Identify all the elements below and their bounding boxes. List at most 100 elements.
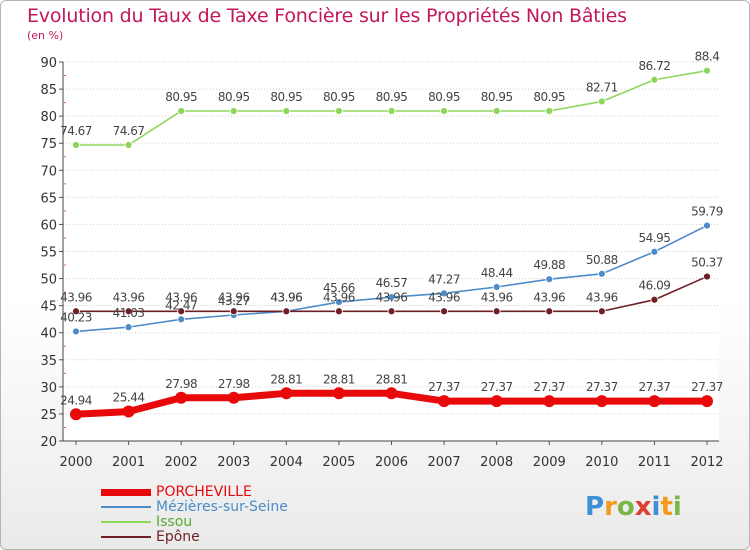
data-point xyxy=(72,307,80,316)
x-tick-label: 2002 xyxy=(165,455,198,470)
data-point xyxy=(490,395,503,408)
data-point xyxy=(703,272,711,281)
data-point xyxy=(124,141,133,149)
data-point xyxy=(122,405,135,418)
data-point xyxy=(703,221,711,230)
legend: PORCHEVILLE Mézières-sur-Seine Issou Epône xyxy=(101,484,361,545)
data-label: 80.95 xyxy=(323,90,355,104)
legend-label: Issou xyxy=(156,514,193,530)
data-point xyxy=(177,307,186,316)
legend-swatch xyxy=(101,506,151,508)
data-label: 54.95 xyxy=(638,231,670,245)
legend-label: PORCHEVILLE xyxy=(156,484,252,500)
data-point xyxy=(597,307,606,316)
legend-label: Mézières-sur-Seine xyxy=(156,499,288,515)
data-label: 42.47 xyxy=(165,298,197,312)
legend-swatch xyxy=(101,536,151,538)
data-label: 80.95 xyxy=(376,90,408,104)
data-point xyxy=(177,107,186,115)
data-label: 43.96 xyxy=(270,290,302,304)
y-tick-label: 55 xyxy=(40,246,57,261)
y-tick-label: 40 xyxy=(40,327,57,342)
y-tick-label: 50 xyxy=(40,273,57,288)
y-tick-label: 45 xyxy=(40,300,57,315)
data-label: 43.96 xyxy=(586,290,618,304)
data-point xyxy=(335,307,343,316)
y-tick-label: 65 xyxy=(40,191,57,206)
y-tick-label: 35 xyxy=(40,354,57,369)
data-label: 27.37 xyxy=(691,380,723,394)
data-label: 43.96 xyxy=(165,290,197,304)
data-point xyxy=(440,307,448,316)
data-point xyxy=(124,323,133,332)
data-point xyxy=(387,307,396,316)
data-point xyxy=(595,395,608,408)
y-axis-unit-label: (en %) xyxy=(27,29,64,42)
data-point xyxy=(650,75,659,84)
logo-letter: x xyxy=(634,492,652,522)
y-tick-label: 25 xyxy=(40,408,57,423)
chart-title: Evolution du Taux de Taxe Foncière sur l… xyxy=(27,5,627,27)
data-label: 27.37 xyxy=(428,380,460,394)
logo-letter: i xyxy=(672,492,682,522)
data-label: 46.57 xyxy=(376,276,408,290)
x-tick-label: 2008 xyxy=(480,455,513,470)
data-label: 59.79 xyxy=(691,205,723,219)
data-point xyxy=(177,315,186,324)
data-point xyxy=(70,408,82,421)
data-label: 43.96 xyxy=(428,290,460,304)
data-label: 43.96 xyxy=(533,290,565,304)
data-label: 80.95 xyxy=(481,90,513,104)
data-label: 47.27 xyxy=(428,272,460,286)
data-point xyxy=(335,298,343,306)
legend-item: PORCHEVILLE xyxy=(101,484,361,500)
data-point xyxy=(701,395,713,408)
data-point xyxy=(438,395,451,408)
data-point xyxy=(280,387,293,400)
y-tick-label: 20 xyxy=(40,435,57,450)
data-label: 28.81 xyxy=(323,372,355,386)
legend-item: Mézières-sur-Seine xyxy=(101,499,361,515)
data-point xyxy=(175,391,188,404)
data-label: 43.96 xyxy=(323,290,355,304)
data-label: 86.72 xyxy=(638,59,670,73)
x-tick-label: 2011 xyxy=(638,455,671,470)
legend-swatch xyxy=(101,521,151,523)
logo-letter: i xyxy=(651,492,661,522)
data-label: 80.95 xyxy=(165,90,197,104)
x-tick-label: 2010 xyxy=(585,455,618,470)
y-tick-label: 75 xyxy=(40,137,57,152)
data-point xyxy=(385,387,398,400)
data-point xyxy=(597,97,606,106)
y-tick-label: 90 xyxy=(40,56,57,71)
data-point xyxy=(597,269,606,278)
legend-swatch xyxy=(101,488,151,496)
data-label: 46.09 xyxy=(638,279,670,293)
data-label: 50.37 xyxy=(691,256,723,270)
y-tick-label: 60 xyxy=(40,218,57,233)
data-label: 28.81 xyxy=(270,372,302,386)
x-tick-label: 2000 xyxy=(59,455,92,470)
x-tick-label: 2012 xyxy=(690,455,723,470)
data-label: 25.44 xyxy=(113,391,145,405)
data-label: 43.96 xyxy=(218,290,250,304)
data-label: 43.27 xyxy=(218,294,250,308)
data-point xyxy=(492,283,501,291)
logo-letter: t xyxy=(660,492,673,522)
logo-letter: r xyxy=(604,492,617,522)
data-point xyxy=(332,387,345,400)
data-point xyxy=(492,307,501,316)
data-point xyxy=(72,141,80,149)
data-point xyxy=(387,293,396,302)
data-label: 27.37 xyxy=(586,380,618,394)
data-point xyxy=(650,295,659,304)
data-label: 49.88 xyxy=(533,258,565,272)
data-label: 27.37 xyxy=(533,380,565,394)
data-point xyxy=(543,395,556,408)
data-label: 74.67 xyxy=(60,124,92,138)
data-point xyxy=(440,289,448,298)
x-tick-label: 2001 xyxy=(112,455,145,470)
y-tick-label: 30 xyxy=(40,381,57,396)
data-point xyxy=(703,66,711,75)
